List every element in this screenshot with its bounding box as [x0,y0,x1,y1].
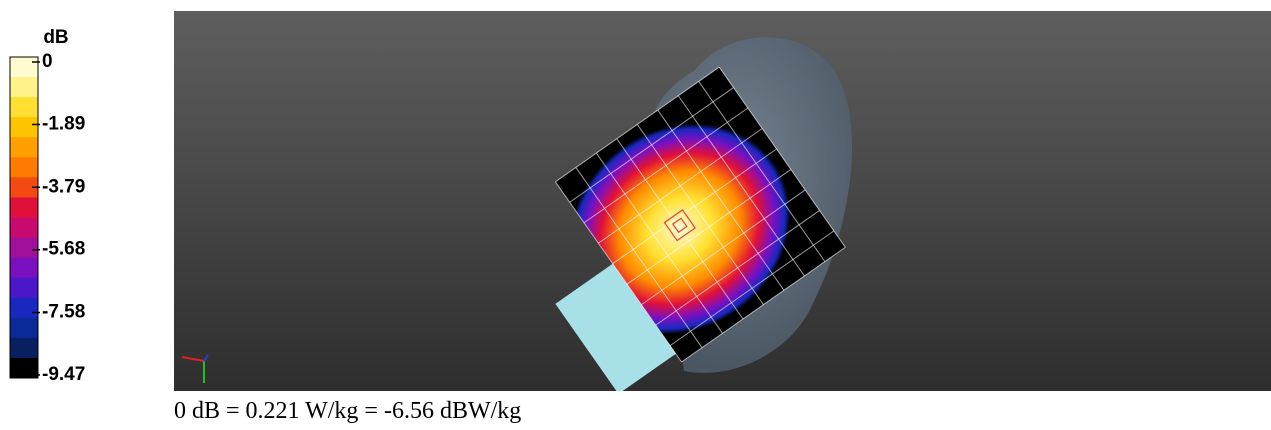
colorbar-segment [10,177,38,198]
colorbar-segment [10,337,38,359]
colorbar-segment [10,277,38,299]
colorbar-segment [10,237,38,259]
colorbar-tick-label: -7.58 [42,302,85,323]
colorbar-segment [10,57,38,78]
colorbar-tick-label: -1.89 [42,113,85,134]
measurement-grid [554,66,846,391]
colorbar-segment [10,97,38,118]
field-view [174,11,1271,391]
colorbar-unit: dB [43,27,68,48]
colorbar-segment [10,217,38,239]
colorbar-segment [10,297,38,319]
colorbar: dB 0 -1.89 -3.79 -5.68 -7.58 -9.47 [9,27,85,385]
colorbar-segment [10,317,38,339]
colorbar-segment [10,157,38,178]
colorbar-segment [10,357,38,379]
colorbar-segment [10,197,38,218]
colorbar-tick-label: -5.68 [42,239,85,260]
colorbar-frame [9,56,39,379]
colorbar-segment [10,77,38,98]
colorbar-tick-label: -9.47 [42,364,85,385]
colorbar-segment [10,137,38,158]
colorbar-tick-label: -3.79 [42,176,85,197]
axis-triad [181,354,209,383]
phone-plate [555,246,701,391]
colorbar-tick-label: 0 [42,51,53,72]
caption: 0 dB = 0.221 W/kg = -6.56 dBW/kg [174,398,522,424]
colorbar-segment [10,117,38,138]
colorbar-segment [10,257,38,279]
